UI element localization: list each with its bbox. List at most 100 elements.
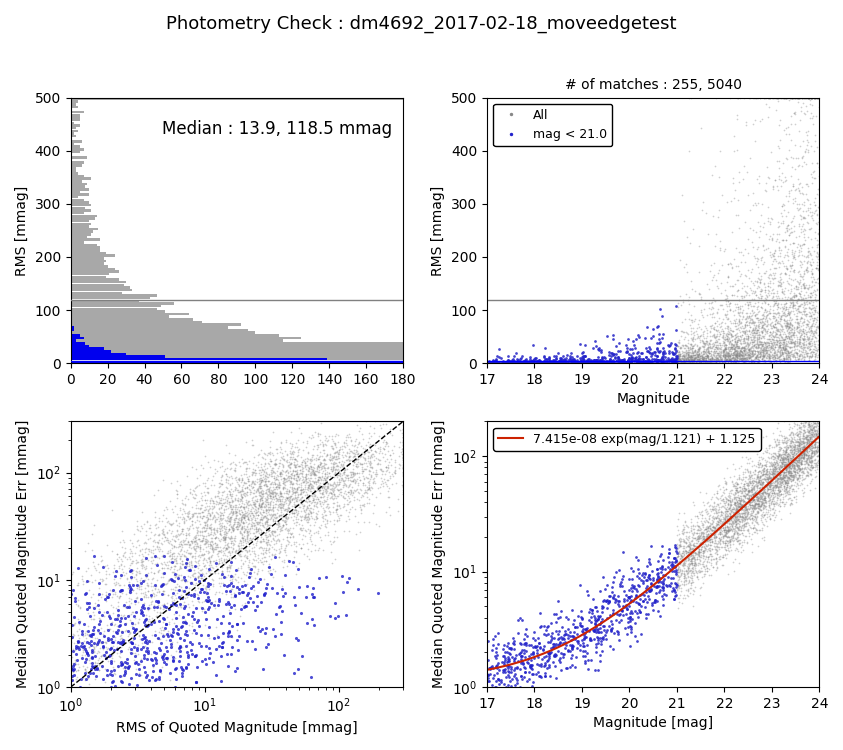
Point <box>277 519 290 531</box>
Point <box>722 347 735 359</box>
Point <box>88 663 101 675</box>
Point <box>799 296 813 307</box>
Point <box>748 501 761 513</box>
Point <box>523 356 536 368</box>
Point <box>137 561 151 573</box>
Point <box>616 600 630 612</box>
Point <box>777 448 791 460</box>
Point <box>682 557 695 569</box>
Point <box>177 517 191 529</box>
Point <box>728 526 741 538</box>
Point <box>781 475 795 487</box>
Point <box>576 626 589 638</box>
Point <box>228 506 242 518</box>
Point <box>747 287 760 299</box>
Point <box>771 465 784 477</box>
Point <box>481 357 494 369</box>
Point <box>704 350 717 362</box>
Bar <box>71 328 248 332</box>
Point <box>652 570 665 582</box>
Point <box>707 530 721 542</box>
Point <box>792 449 806 461</box>
Point <box>214 494 228 506</box>
Point <box>691 348 705 360</box>
Point <box>787 490 800 502</box>
Point <box>107 675 121 687</box>
Point <box>693 544 706 556</box>
Point <box>293 460 306 472</box>
Point <box>83 656 97 668</box>
Point <box>581 357 594 369</box>
Point <box>515 357 529 369</box>
Point <box>766 489 780 501</box>
Point <box>681 554 695 566</box>
Point <box>767 321 781 333</box>
Point <box>531 651 545 663</box>
Point <box>223 500 237 512</box>
Point <box>726 346 739 358</box>
Point <box>78 674 92 686</box>
Point <box>24 602 37 613</box>
Point <box>769 471 782 483</box>
Point <box>789 231 803 243</box>
Point <box>749 464 762 476</box>
Point <box>183 541 196 553</box>
Point <box>688 554 701 566</box>
Point <box>573 357 587 369</box>
Point <box>486 682 499 694</box>
Point <box>201 456 214 468</box>
Point <box>260 514 273 526</box>
Point <box>718 519 732 531</box>
Point <box>223 496 236 508</box>
Point <box>295 542 309 554</box>
Point <box>781 307 795 319</box>
Point <box>44 670 57 682</box>
Point <box>786 92 799 104</box>
Point <box>640 596 653 608</box>
Point <box>563 631 577 643</box>
Point <box>706 328 719 340</box>
Point <box>744 344 757 356</box>
Point <box>122 551 136 563</box>
Point <box>325 454 338 466</box>
Point <box>173 536 186 548</box>
Point <box>739 286 753 298</box>
Point <box>33 667 46 679</box>
Point <box>764 329 777 341</box>
Point <box>738 510 752 522</box>
Point <box>348 503 362 515</box>
Point <box>615 354 629 366</box>
Point <box>188 488 201 500</box>
Point <box>732 510 745 522</box>
Point <box>756 239 770 251</box>
Point <box>645 348 658 360</box>
Point <box>626 573 639 585</box>
Point <box>46 626 60 638</box>
Point <box>738 513 751 525</box>
Point <box>733 511 746 523</box>
Point <box>308 466 321 478</box>
Point <box>54 640 67 652</box>
Point <box>701 553 715 565</box>
Point <box>555 357 568 369</box>
Point <box>812 226 825 238</box>
Point <box>780 320 793 332</box>
Point <box>631 579 644 591</box>
Point <box>504 356 518 368</box>
Point <box>760 344 774 356</box>
Point <box>754 346 767 358</box>
Point <box>781 350 795 361</box>
Point <box>757 503 771 515</box>
Point <box>797 196 811 208</box>
Point <box>183 486 196 498</box>
Point <box>219 585 233 597</box>
Point <box>107 644 121 656</box>
Point <box>800 431 813 443</box>
Point <box>735 325 749 337</box>
Point <box>185 590 198 602</box>
Point <box>234 514 248 526</box>
Point <box>788 454 802 466</box>
Point <box>811 310 824 322</box>
Point <box>122 660 136 672</box>
Point <box>309 515 322 527</box>
